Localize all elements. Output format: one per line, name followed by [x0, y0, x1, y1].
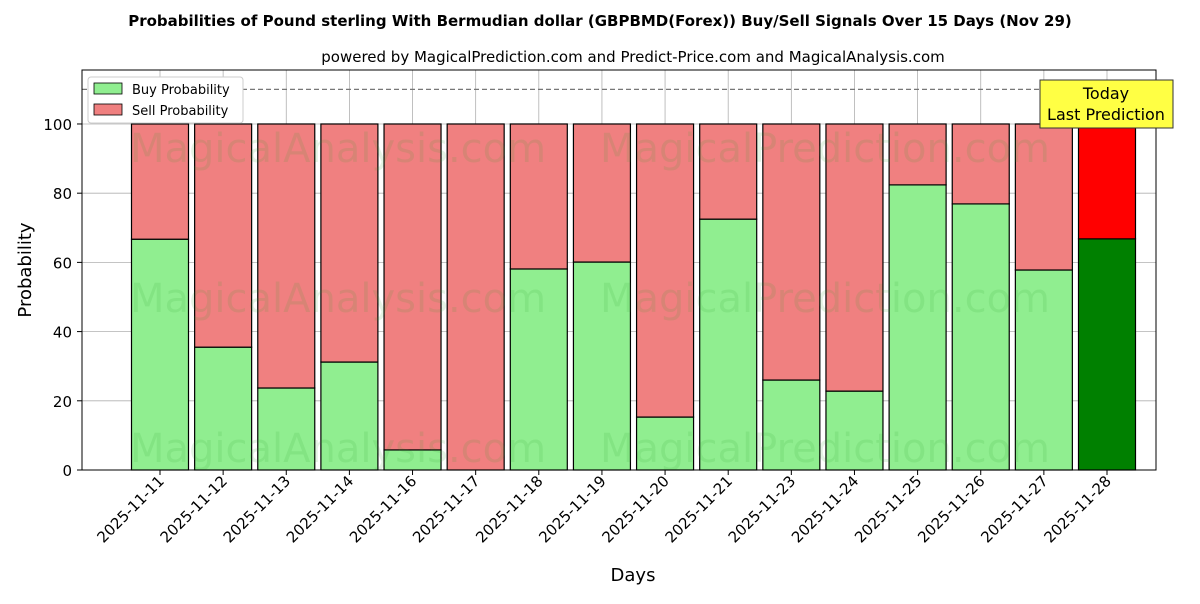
legend-buy-label: Buy Probability — [132, 83, 230, 98]
buy-bar — [699, 218, 758, 471]
chart-title: Probabilities of Pound sterling With Ber… — [128, 12, 1072, 30]
buy-bar — [320, 361, 379, 471]
buy-bar — [635, 416, 695, 471]
y-tick-label: 0 — [62, 462, 72, 480]
sell-bar — [572, 123, 632, 263]
buy-bar — [762, 379, 821, 471]
x-tick-label: 2025-11-16 — [346, 472, 420, 546]
buy-bar — [888, 184, 947, 471]
x-tick-label: 2025-11-23 — [725, 472, 799, 546]
watermark: MagicalAnalysis.com — [130, 126, 546, 172]
buy-bar — [572, 261, 632, 471]
sell-bar — [825, 123, 884, 392]
buy-bar — [194, 346, 253, 471]
x-tick-label: 2025-11-21 — [662, 472, 736, 546]
buy-bar — [1077, 238, 1137, 471]
sell-bar — [383, 123, 442, 451]
watermark: MagicalAnalysis.com — [130, 276, 546, 322]
sell-bar — [257, 123, 316, 389]
x-tick-label: 2025-11-24 — [788, 472, 862, 546]
sell-bar — [762, 123, 821, 381]
sell-bar — [951, 123, 1010, 205]
sell-bar — [1077, 123, 1137, 240]
sell-bar — [194, 123, 253, 348]
watermark: MagicalPrediction.com — [600, 126, 1050, 172]
annotation-last-prediction: Last Prediction — [1047, 105, 1165, 124]
x-tick-label: 2025-11-28 — [1040, 472, 1114, 546]
x-axis-label: Days — [611, 565, 656, 586]
x-tick-label: 2025-11-25 — [851, 472, 925, 546]
sell-bar — [888, 123, 947, 186]
y-tick-label: 20 — [53, 393, 72, 411]
x-tick-label: 2025-11-27 — [977, 472, 1051, 546]
plot-frame — [81, 69, 1157, 471]
buy-bar — [257, 387, 316, 471]
x-tick-label: 2025-11-14 — [283, 472, 357, 546]
chart-subtitle: powered by MagicalPrediction.com and Pre… — [321, 48, 945, 66]
sell-bar — [635, 123, 695, 418]
sell-bar — [130, 123, 190, 240]
buy-bar — [951, 203, 1010, 471]
y-tick-label: 80 — [53, 185, 72, 203]
legend-sell-swatch — [93, 103, 123, 116]
x-tick-label: 2025-11-13 — [220, 472, 294, 546]
today-annotation: Today Last Prediction — [1039, 79, 1174, 129]
sell-bar — [1014, 123, 1073, 271]
legend: Buy Probability Sell Probability — [87, 76, 244, 124]
x-tick-label: 2025-11-12 — [157, 472, 231, 546]
x-tick-label: 2025-11-19 — [535, 472, 609, 546]
x-tick-label: 2025-11-17 — [409, 472, 483, 546]
x-tick-label: 2025-11-11 — [93, 472, 167, 546]
watermark: MagicalAnalysis.com — [130, 426, 546, 472]
y-tick-label: 40 — [53, 324, 72, 342]
annotation-today: Today — [1082, 84, 1129, 103]
x-tick-label: 2025-11-20 — [599, 472, 673, 546]
sell-bar — [320, 123, 379, 363]
buy-bar — [1014, 269, 1073, 471]
legend-buy-swatch — [93, 82, 123, 95]
x-tick-label: 2025-11-26 — [914, 472, 988, 546]
y-tick-label: 100 — [43, 116, 72, 134]
watermark: MagicalPrediction.com — [600, 426, 1050, 472]
sell-bar — [509, 123, 568, 270]
y-tick-label: 60 — [53, 254, 72, 272]
watermark: MagicalPrediction.com — [600, 276, 1050, 322]
legend-sell-label: Sell Probability — [132, 104, 229, 119]
buy-bar — [825, 390, 884, 471]
x-tick-label: 2025-11-18 — [472, 472, 546, 546]
y-axis-label: Probability — [15, 222, 36, 317]
sell-bar — [699, 123, 758, 220]
